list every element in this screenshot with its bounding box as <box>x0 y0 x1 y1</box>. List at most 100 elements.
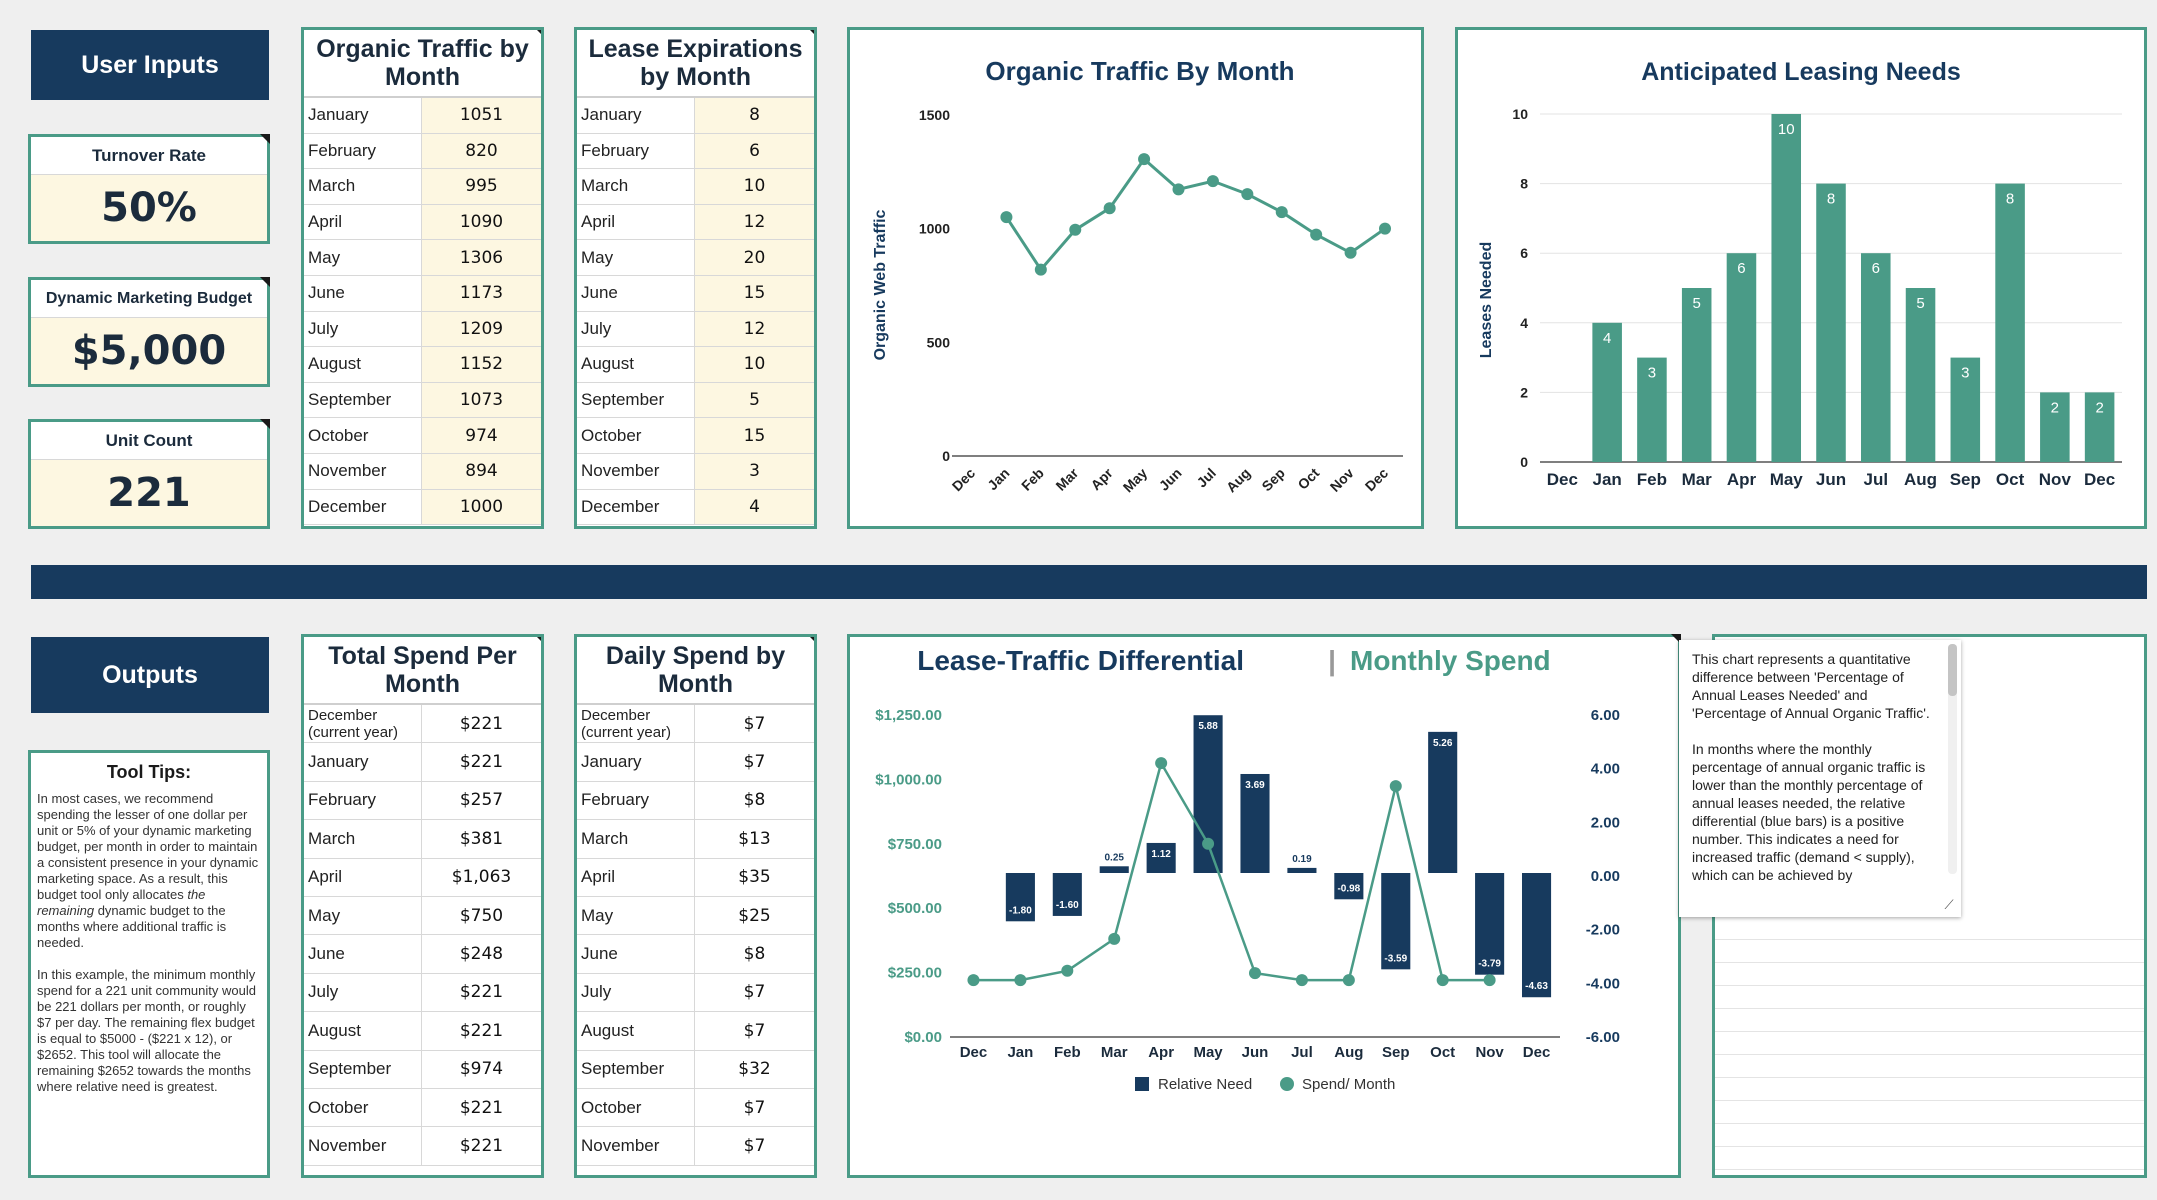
spend-data-point <box>1155 757 1168 770</box>
table-row: July 1209 <box>304 311 541 348</box>
table-cell-month: April <box>304 858 422 896</box>
table-cell-month: April <box>304 204 422 240</box>
table-cell-month: February <box>577 781 695 820</box>
table-cell-month: September <box>577 1050 695 1088</box>
table-row: August 1152 <box>304 347 541 383</box>
table-cell-value: 8 <box>695 98 814 133</box>
table-cell-value: 4 <box>695 489 814 525</box>
left-y-tick-label: $1,000.00 <box>875 771 942 788</box>
x-tick-label: Jan <box>984 465 1012 493</box>
x-tick-label: Nov <box>1475 1044 1504 1061</box>
x-tick-label: Jul <box>1193 465 1219 491</box>
table-cell-value: $8 <box>743 944 766 965</box>
table-cell-value: 894 <box>422 453 541 489</box>
table-cell-month: December <box>577 489 695 525</box>
x-tick-label: Jun <box>1816 470 1846 489</box>
data-point <box>1275 206 1288 219</box>
table-row: December 4 <box>577 489 814 526</box>
relative-need-bar <box>1381 873 1411 970</box>
table-row: October $7 <box>577 1088 814 1128</box>
bar-value-label: -3.79 <box>1478 959 1501 970</box>
table-cell-value: 10 <box>695 169 814 204</box>
total-spend-table: Total Spend Per Month December (current … <box>301 634 544 1178</box>
bar <box>2084 392 2115 462</box>
x-tick-label: Mar <box>1052 464 1081 493</box>
x-tick-label: Aug <box>1334 1044 1363 1061</box>
table-cell-month: December (current year) <box>304 705 422 743</box>
table-cell-month: June <box>577 935 695 973</box>
table-row: July $7 <box>577 973 814 1013</box>
total-spend-table-title: Total Spend Per Month <box>304 637 541 705</box>
table-cell-month: March <box>304 169 422 204</box>
note-scrollbar[interactable] <box>1948 644 1957 874</box>
table-row: February 820 <box>304 133 541 170</box>
bar <box>1816 183 1846 462</box>
table-cell-value: 5 <box>695 382 814 418</box>
table-row: October 974 <box>304 418 541 454</box>
table-cell-value: $750 <box>459 905 504 926</box>
table-cell-value: $248 <box>459 944 504 965</box>
table-cell-month: November <box>577 453 695 489</box>
table-cell-value: 1173 <box>422 275 541 311</box>
right-y-tick-label: 0.00 <box>1591 868 1620 885</box>
bar <box>1860 253 1891 462</box>
table-row: December 1000 <box>304 489 541 526</box>
tool-tips-p1b: dynamic budget to the months where addit… <box>37 903 227 950</box>
chart-note-textbox[interactable]: This chart represents a quantitative dif… <box>1679 640 1961 917</box>
table-cell-value: $221 <box>459 1097 504 1118</box>
table-cell-month: January <box>577 743 695 781</box>
table-cell-month: August <box>304 347 422 382</box>
table-cell-month: October <box>304 418 422 453</box>
x-tick-label: Mar <box>1101 1044 1128 1061</box>
bar <box>1637 357 1667 462</box>
table-row: December (current year) $221 <box>304 705 541 744</box>
table-cell-month: June <box>304 935 422 973</box>
table-row: April $35 <box>577 858 814 897</box>
unit-count-value[interactable]: 221 <box>31 460 267 526</box>
marketing-budget-value[interactable]: $5,000 <box>31 318 267 384</box>
turnover-rate-card[interactable]: Turnover Rate 50% <box>28 134 270 244</box>
spend-data-point <box>1108 932 1121 945</box>
spend-data-point <box>1061 964 1074 977</box>
organic-traffic-chart-svg: Organic Traffic By Month Organic Web Tra… <box>872 56 1403 496</box>
x-tick-label: May <box>1120 465 1151 496</box>
table-cell-value: 1090 <box>422 204 541 240</box>
table-cell-value: 1209 <box>422 311 541 347</box>
bar-value-label: 5 <box>1693 295 1701 312</box>
daily-spend-rows: December (current year) $7 January $7 Februa… <box>577 705 814 1166</box>
table-cell-value: $32 <box>738 1059 771 1080</box>
bar-value-label: 3 <box>1648 365 1656 382</box>
resize-handle-icon[interactable]: ⟋ <box>1939 895 1959 915</box>
x-tick-label: Apr <box>1087 464 1116 493</box>
table-row: September $974 <box>304 1050 541 1089</box>
table-cell-value: 1051 <box>422 98 541 133</box>
table-row: June $248 <box>304 935 541 974</box>
table-row: November 894 <box>304 453 541 490</box>
table-cell-value: 20 <box>695 240 814 275</box>
data-point <box>1241 188 1254 201</box>
notes-lines <box>1715 917 2144 1175</box>
turnover-rate-value[interactable]: 50% <box>31 175 267 241</box>
differential-chart: Lease-Traffic Differential | Monthly Spe… <box>847 634 1681 1178</box>
table-cell-value: 1152 <box>422 347 541 382</box>
relative-need-bar <box>1005 873 1035 922</box>
table-row: June 15 <box>577 275 814 312</box>
unit-count-card[interactable]: Unit Count 221 <box>28 419 270 529</box>
differential-chart-title-separator: | <box>1328 645 1336 676</box>
marketing-budget-card[interactable]: Dynamic Marketing Budget $5,000 <box>28 277 270 387</box>
x-tick-label: Sep <box>1950 470 1981 489</box>
organic-traffic-line <box>1005 156 1386 273</box>
table-cell-month: November <box>304 453 422 489</box>
table-cell-value: 6 <box>695 133 814 169</box>
note-scrollbar-thumb[interactable] <box>1948 644 1957 696</box>
table-cell-value: $7 <box>743 1097 766 1118</box>
bar-value-label: -4.63 <box>1525 981 1548 992</box>
turnover-rate-label: Turnover Rate <box>31 137 267 175</box>
data-point <box>1310 228 1323 241</box>
lease-expirations-table: Lease Expirations by Month January 8 Febru… <box>574 27 817 529</box>
bar <box>1592 322 1622 462</box>
user-inputs-header: User Inputs <box>31 30 269 100</box>
table-cell-month: August <box>577 1012 695 1050</box>
bar-value-label: 0.25 <box>1104 852 1124 863</box>
table-cell-value: $221 <box>459 982 504 1003</box>
